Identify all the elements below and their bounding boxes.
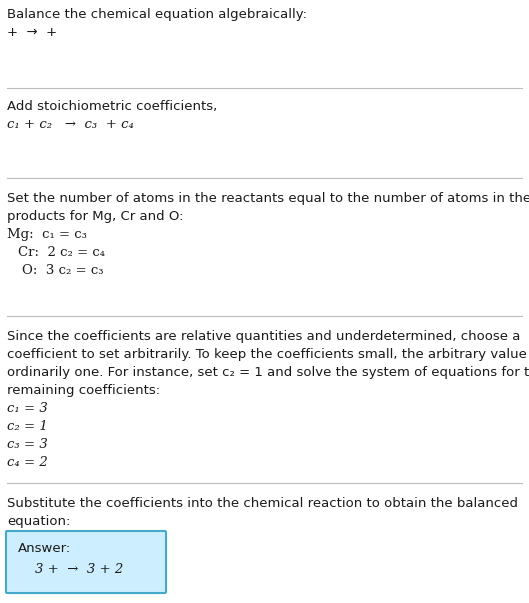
Text: +  →  +: + → + [7, 26, 57, 39]
Text: O:  3 c₂ = c₃: O: 3 c₂ = c₃ [22, 264, 104, 277]
Text: c₂ = 1: c₂ = 1 [7, 420, 48, 433]
Text: Answer:: Answer: [18, 542, 71, 555]
Text: c₁ + c₂   →  c₃  + c₄: c₁ + c₂ → c₃ + c₄ [7, 118, 134, 131]
Text: c₃ = 3: c₃ = 3 [7, 438, 48, 451]
Text: coefficient to set arbitrarily. To keep the coefficients small, the arbitrary va: coefficient to set arbitrarily. To keep … [7, 348, 529, 361]
Text: Set the number of atoms in the reactants equal to the number of atoms in the: Set the number of atoms in the reactants… [7, 192, 529, 205]
Text: 3 +  →  3 + 2: 3 + → 3 + 2 [35, 563, 123, 576]
Text: Substitute the coefficients into the chemical reaction to obtain the balanced: Substitute the coefficients into the che… [7, 497, 518, 510]
Text: remaining coefficients:: remaining coefficients: [7, 384, 160, 397]
Text: Mg:  c₁ = c₃: Mg: c₁ = c₃ [7, 228, 87, 241]
Text: products for Mg, Cr and O:: products for Mg, Cr and O: [7, 210, 184, 223]
Text: c₁ = 3: c₁ = 3 [7, 402, 48, 415]
Text: equation:: equation: [7, 515, 70, 528]
Text: Balance the chemical equation algebraically:: Balance the chemical equation algebraica… [7, 8, 307, 21]
Text: ordinarily one. For instance, set c₂ = 1 and solve the system of equations for t: ordinarily one. For instance, set c₂ = 1… [7, 366, 529, 379]
FancyBboxPatch shape [6, 531, 166, 593]
Text: Add stoichiometric coefficients,: Add stoichiometric coefficients, [7, 100, 222, 113]
Text: Cr:  2 c₂ = c₄: Cr: 2 c₂ = c₄ [18, 246, 105, 259]
Text: c₄ = 2: c₄ = 2 [7, 456, 48, 469]
Text: Since the coefficients are relative quantities and underdetermined, choose a: Since the coefficients are relative quan… [7, 330, 521, 343]
